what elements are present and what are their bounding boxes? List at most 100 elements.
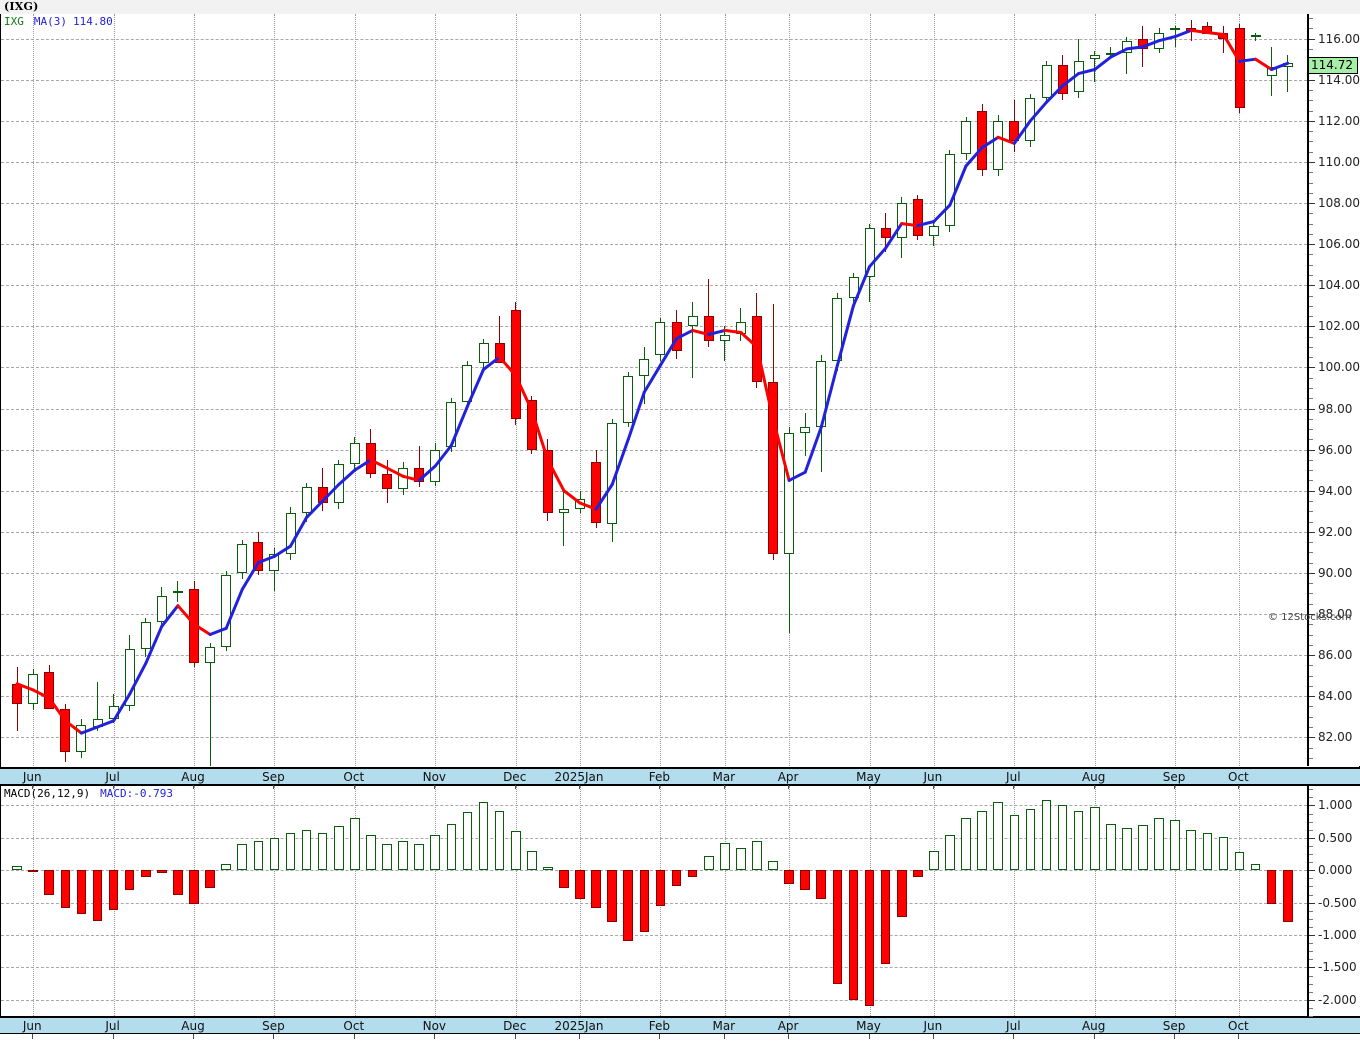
y-minor-tick (1309, 706, 1313, 708)
y-axis-label: 114.00 (1318, 72, 1360, 87)
legend-macd-value: MACD:-0.793 (100, 787, 173, 800)
candle-wick (1287, 55, 1289, 93)
candle-body (1202, 26, 1213, 35)
macd-histogram-bar (575, 870, 585, 900)
macd-histogram-bar (237, 844, 248, 871)
y-axis-label: 102.00 (1318, 319, 1360, 334)
y-minor-tick (1309, 511, 1313, 513)
x-axis-label: Oct (1228, 770, 1249, 784)
x-tick (273, 1034, 275, 1039)
gridline-horizontal (1, 999, 1307, 1001)
y-minor-tick (1309, 254, 1313, 256)
macd-histogram-bar (526, 850, 537, 871)
candle-body (751, 316, 762, 382)
y-minor-tick (1309, 926, 1313, 928)
x-axis-label: Mar (712, 1019, 736, 1033)
macd-histogram-bar (462, 811, 473, 871)
y-minor-tick (1309, 398, 1313, 400)
y-minor-tick (1309, 894, 1313, 896)
gridline-vertical (660, 14, 662, 766)
x-tick (932, 1034, 934, 1039)
y-minor-tick (1309, 854, 1313, 855)
x-axis-label: Jun (923, 1019, 943, 1033)
candle-body (1234, 28, 1245, 109)
y-minor-tick (1309, 813, 1313, 815)
gridline-vertical (113, 14, 115, 766)
y-tick (1309, 38, 1315, 40)
candle-wick (563, 488, 565, 547)
y-minor-tick (1309, 991, 1313, 993)
macd-histogram-bar (398, 841, 408, 871)
candle-body (205, 646, 216, 664)
x-tick (434, 1034, 436, 1039)
candle-body (1282, 63, 1293, 68)
x-tick (273, 785, 275, 789)
candle-body (912, 198, 923, 236)
y-tick (1309, 967, 1315, 969)
gridline-vertical (933, 786, 935, 1016)
y-minor-tick (1309, 665, 1313, 667)
candle-body (993, 120, 1004, 171)
macd-plot-area[interactable]: MACD(26,12,9) MACD:-0.793 (1, 786, 1307, 1016)
x-axis-label: Feb (648, 1019, 671, 1033)
macd-histogram-bar (896, 870, 907, 917)
y-minor-tick (1309, 131, 1313, 133)
x-tick (723, 785, 725, 789)
candle-body (591, 461, 602, 524)
y-axis-label: 112.00 (1318, 113, 1360, 128)
x-axis-label: Jul (1006, 1019, 1021, 1033)
x-tick (32, 785, 34, 789)
y-axis-label: -2.000 (1318, 992, 1357, 1007)
gridline-horizontal (1, 490, 1307, 492)
y-tick (1309, 572, 1315, 574)
candle-wick (708, 279, 710, 347)
candle-body (237, 544, 248, 573)
y-minor-tick (1309, 878, 1313, 880)
y-tick (1309, 935, 1315, 936)
macd-histogram-bar (1009, 815, 1020, 871)
x-tick (723, 1034, 725, 1039)
y-tick (1309, 696, 1315, 698)
x-axis-label: Aug (181, 1019, 205, 1033)
y-minor-tick (1309, 100, 1313, 102)
macd-histogram-bar (140, 870, 151, 877)
price-legend: IXG MA(3) 114.80 (4, 15, 113, 28)
macd-histogram-bar (591, 870, 601, 908)
y-minor-tick (1309, 918, 1313, 920)
candle-body (816, 361, 827, 427)
candle-body (253, 542, 264, 571)
gridline-horizontal (1, 935, 1307, 936)
y-axis-label: 0.500 (1318, 830, 1353, 845)
x-tick (1093, 785, 1095, 789)
y-minor-tick (1309, 316, 1313, 317)
gridline-vertical (724, 786, 726, 1016)
x-axis-label: Apr (777, 770, 799, 784)
gridline-horizontal (1, 870, 1307, 872)
y-minor-tick (1309, 757, 1313, 759)
x-axis-label: Feb (648, 770, 671, 784)
price-plot-area[interactable]: IXG MA(3) 114.80 (1, 14, 1307, 766)
y-tick (1309, 837, 1315, 839)
x-axis-label: Sep (262, 770, 285, 784)
macd-histogram-bar (446, 823, 457, 871)
y-minor-tick (1309, 862, 1313, 864)
macd-histogram-bar (494, 810, 505, 871)
y-minor-tick (1309, 223, 1313, 225)
legend-ma-label: MA(3) (33, 15, 67, 28)
candle-body (639, 359, 650, 376)
macd-histogram-bar (655, 870, 666, 906)
y-axis-label: 108.00 (1318, 196, 1360, 210)
gridline-vertical (33, 14, 35, 766)
y-tick (1309, 870, 1315, 872)
y-minor-tick (1309, 727, 1313, 728)
candle-body (1266, 67, 1277, 76)
y-minor-tick (1309, 685, 1313, 687)
y-axis-label: 88.00 (1318, 607, 1353, 621)
macd-histogram-bar (269, 837, 280, 871)
macd-histogram-bar (1154, 818, 1164, 871)
gridline-vertical (580, 14, 581, 766)
candle-body (349, 443, 360, 464)
y-minor-tick (1309, 110, 1313, 112)
gridline-horizontal (1, 367, 1307, 369)
candle-body (365, 443, 376, 475)
